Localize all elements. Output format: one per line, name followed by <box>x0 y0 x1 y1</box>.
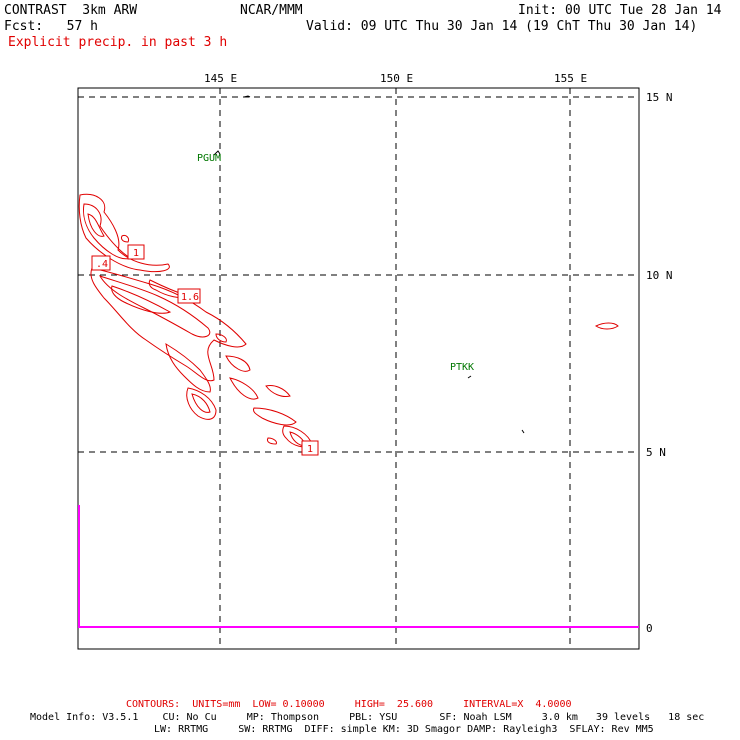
station-ptkk: PTKK <box>450 362 474 373</box>
precip-contour <box>148 279 190 299</box>
precip-contour <box>595 322 619 330</box>
lon-label-150: 150 E <box>380 72 413 85</box>
forecast-hour: Fcst: 57 h <box>4 19 98 34</box>
coastline <box>467 375 472 379</box>
precip-timeseries <box>78 505 639 628</box>
precip-contour <box>253 407 297 426</box>
contour-label: 1 <box>307 444 313 455</box>
precip-contour <box>229 377 259 400</box>
station-pgum: PGUM <box>197 153 221 164</box>
contour-label-box <box>177 288 201 304</box>
contour-info: CONTOURS: UNITS=mm LOW= 0.10000 HIGH= 25… <box>126 699 572 710</box>
precip-contours <box>78 193 619 448</box>
precip-contour <box>225 355 251 372</box>
precip-contour <box>87 213 105 237</box>
coastline <box>213 150 221 156</box>
precip-contour <box>78 193 170 273</box>
coastline <box>521 429 525 434</box>
contour-label: 1.6 <box>181 292 199 303</box>
precip-contour <box>98 275 211 338</box>
model-info: Model Info: V3.5.1 CU: No Cu MP: Thompso… <box>30 712 705 723</box>
precip-contour <box>111 285 172 314</box>
precip-contour <box>282 425 313 448</box>
baseline-label: 0 <box>646 622 653 635</box>
model-info-physics: LW: RRTMG SW: RRTMG DIFF: simple KM: 3D … <box>154 724 654 735</box>
lat-label-5: 5 N <box>646 446 666 459</box>
graticule <box>78 88 639 649</box>
coastline <box>243 95 251 98</box>
contour-label-box <box>91 255 111 271</box>
precip-contour <box>121 235 129 243</box>
lat-label-10: 10 N <box>646 269 673 282</box>
lon-label-155: 155 E <box>554 72 587 85</box>
valid-time: Valid: 09 UTC Thu 30 Jan 14 (19 ChT Thu … <box>306 19 698 34</box>
contour-label: 1 <box>133 248 139 259</box>
map-frame <box>77 87 640 650</box>
contour-label: .4 <box>96 259 108 270</box>
precip-contour <box>265 385 291 397</box>
precip-contour <box>90 267 247 382</box>
lon-label-145: 145 E <box>204 72 237 85</box>
precip-contour <box>165 343 211 393</box>
contour-label-box <box>127 244 145 260</box>
precip-contour <box>191 393 211 413</box>
init-time: Init: 00 UTC Tue 28 Jan 14 <box>518 3 722 18</box>
precip-contour <box>215 333 227 343</box>
model-title: CONTRAST 3km ARW <box>4 3 138 18</box>
contour-labels: 1 .4 1.6 1 <box>91 244 319 456</box>
precip-contour <box>186 387 217 420</box>
contour-label-box <box>301 440 319 456</box>
org-label: NCAR/MMM <box>240 3 303 18</box>
coastlines <box>213 95 525 434</box>
precip-contour <box>83 203 132 260</box>
field-title: Explicit precip. in past 3 h <box>8 35 228 50</box>
lat-label-15: 15 N <box>646 91 673 104</box>
timeseries-line <box>78 505 639 628</box>
precip-contour <box>267 437 277 445</box>
